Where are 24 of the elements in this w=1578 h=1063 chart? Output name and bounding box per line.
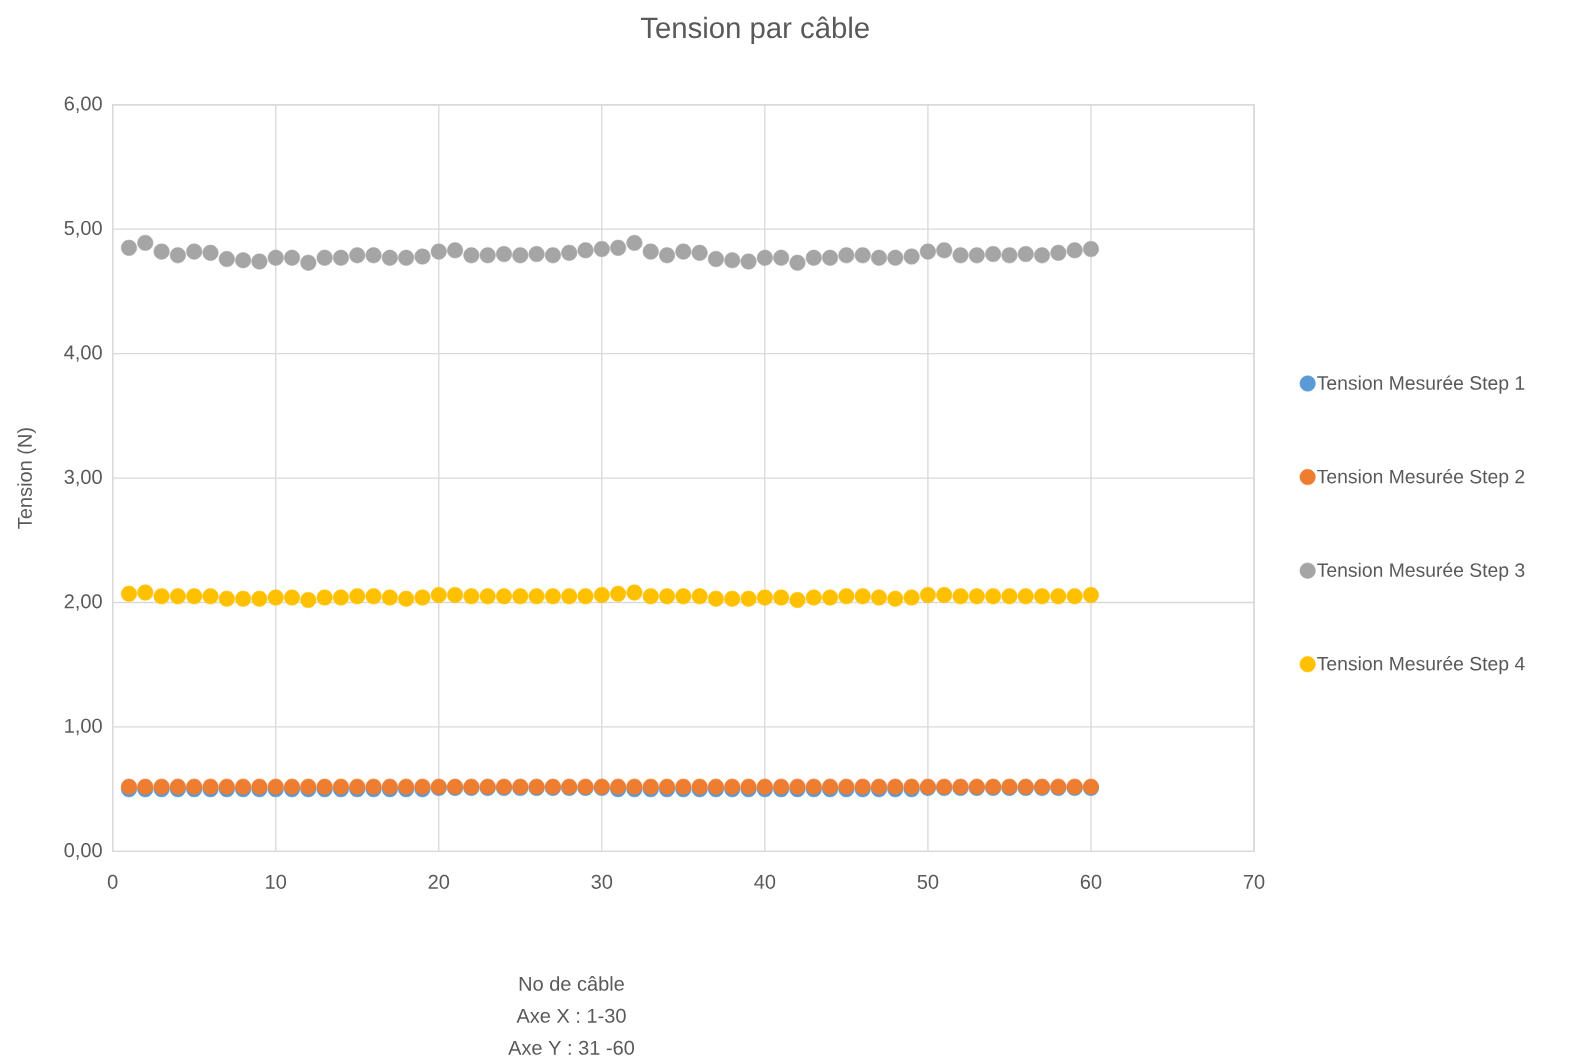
legend-label: Tension Mesurée Step 2	[1317, 468, 1525, 488]
y-tick-label: 1,00	[65, 718, 102, 736]
y-tick-label: 5,00	[64, 220, 102, 238]
x-tick-label: 40	[754, 874, 776, 889]
y-tick-label: 6,00	[64, 96, 102, 113]
text: Axe X : 1-30	[516, 1008, 626, 1023]
y-tick-label: 0,00	[64, 843, 102, 860]
x-axis-title: No de câble	[519, 976, 624, 991]
legend-label: Tension Mesurée Step 4	[1317, 656, 1525, 675]
x-tick-label: 0	[107, 874, 118, 889]
x-tick-label: 20	[428, 874, 450, 889]
y-axis-title: Tension (N)	[17, 428, 36, 529]
x-tick-label: 70	[1243, 874, 1265, 889]
x-tick-label: 60	[1080, 874, 1102, 889]
x-tick-label: 30	[591, 874, 613, 889]
y-tick-label: 2,00	[64, 594, 102, 611]
legend-label: Tension Mesurée Step 1	[1317, 375, 1525, 394]
y-tick-label: 3,00	[64, 469, 102, 487]
y-tick-label: 4,00	[64, 345, 102, 362]
legend-label: Tension Mesurée Step 3	[1317, 562, 1525, 581]
text: Axe Y : 31 -60	[508, 1040, 635, 1055]
x-tick-label: 10	[266, 874, 287, 889]
chart-title: Tension par câble	[640, 16, 869, 45]
x-tick-label: 50	[917, 874, 939, 889]
